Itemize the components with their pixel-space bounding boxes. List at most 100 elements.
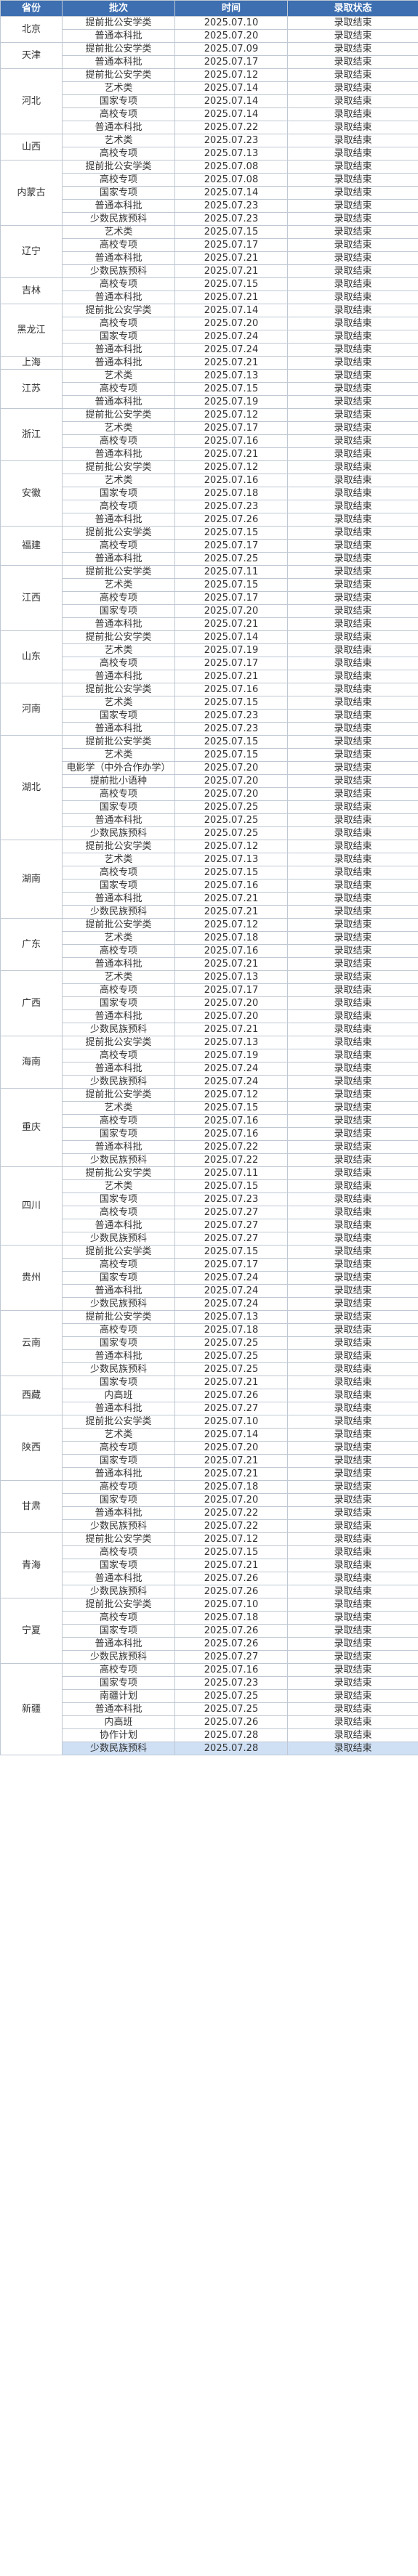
status-cell: 录取结束 bbox=[287, 317, 418, 330]
province-cell: 黑龙江 bbox=[0, 304, 63, 357]
date-cell: 2025.07.21 bbox=[174, 1559, 288, 1572]
table-row: 海南 提前批公安学类 2025.07.13 录取结束 bbox=[0, 1036, 418, 1089]
date-cell: 2025.07.17 bbox=[174, 55, 288, 69]
date-cell: 2025.07.17 bbox=[174, 591, 288, 605]
date-cell: 2025.07.09 bbox=[174, 42, 288, 56]
date-cell: 2025.07.15 bbox=[174, 382, 288, 396]
date-cell: 2025.07.15 bbox=[174, 225, 288, 239]
status-cell: 录取结束 bbox=[287, 1088, 418, 1102]
batch-cell: 国家专项 bbox=[62, 330, 175, 344]
batch-cell: 提前批公安学类 bbox=[62, 408, 175, 422]
batch-cell: 国家专项 bbox=[62, 1454, 175, 1468]
status-cell: 录取结束 bbox=[287, 395, 418, 409]
table-body: 北京 提前批公安学类 2025.07.10 录取结束 普通本科批 2025.07.20 录取… bbox=[0, 16, 418, 1755]
date-cell: 2025.07.20 bbox=[174, 1441, 288, 1455]
batch-cell: 少数民族预科 bbox=[62, 1023, 175, 1036]
batch-cell: 艺术类 bbox=[62, 1428, 175, 1442]
batch-cell: 提前批公安学类 bbox=[62, 683, 175, 696]
batch-cell: 国家专项 bbox=[62, 709, 175, 723]
status-cell: 录取结束 bbox=[287, 1715, 418, 1729]
status-cell: 录取结束 bbox=[287, 264, 418, 278]
batch-cell: 国家专项 bbox=[62, 879, 175, 893]
table-row: 国家专项 2025.07.24 录取结束 bbox=[1, 1271, 418, 1285]
status-cell: 录取结束 bbox=[287, 1402, 418, 1415]
province-cell: 云南 bbox=[0, 1310, 63, 1376]
date-cell: 2025.07.14 bbox=[174, 107, 288, 121]
status-cell: 录取结束 bbox=[287, 735, 418, 749]
status-cell: 录取结束 bbox=[287, 630, 418, 644]
date-cell: 2025.07.24 bbox=[174, 1284, 288, 1298]
date-cell: 2025.07.20 bbox=[174, 1493, 288, 1507]
batch-cell: 提前批公安学类 bbox=[62, 16, 175, 30]
table-row: 少数民族预科 2025.07.21 录取结束 bbox=[1, 264, 418, 278]
batch-cell: 协作计划 bbox=[62, 1728, 175, 1742]
batch-cell: 提前批公安学类 bbox=[62, 918, 175, 932]
date-cell: 2025.07.17 bbox=[174, 421, 288, 435]
date-cell: 2025.07.22 bbox=[174, 1140, 288, 1154]
table-row: 河南 提前批公安学类 2025.07.16 录取结束 bbox=[0, 683, 418, 736]
status-cell: 录取结束 bbox=[287, 617, 418, 631]
batch-cell: 普通本科批 bbox=[62, 1140, 175, 1154]
table-row: 国家专项 2025.07.14 录取结束 bbox=[1, 94, 418, 108]
table-row: 广西 艺术类 2025.07.13 录取结束 bbox=[0, 970, 418, 1036]
batch-cell: 高校专项 bbox=[62, 107, 175, 121]
table-row: 艺术类 2025.07.15 录取结束 bbox=[1, 748, 418, 762]
table-row: 普通本科批 2025.07.26 录取结束 bbox=[1, 1572, 418, 1585]
status-cell: 录取结束 bbox=[287, 774, 418, 788]
table-row: 西藏 国家专项 2025.07.21 录取结束 bbox=[0, 1376, 418, 1415]
status-cell: 录取结束 bbox=[287, 1532, 418, 1546]
table-row: 少数民族预科 2025.07.21 录取结束 bbox=[1, 905, 418, 919]
table-row: 普通本科批 2025.07.27 录取结束 bbox=[1, 1402, 418, 1415]
table-row: 艺术类 2025.07.13 录取结束 bbox=[1, 853, 418, 866]
batch-cell: 艺术类 bbox=[62, 421, 175, 435]
batch-cell: 普通本科批 bbox=[62, 199, 175, 213]
table-row: 高校专项 2025.07.17 录取结束 bbox=[1, 983, 418, 997]
batch-cell: 高校专项 bbox=[62, 983, 175, 997]
batch-cell: 国家专项 bbox=[62, 1192, 175, 1206]
province-cell: 青海 bbox=[0, 1532, 63, 1598]
batch-cell: 提前批公安学类 bbox=[62, 304, 175, 317]
batch-cell: 提前批公安学类 bbox=[62, 160, 175, 174]
province-cell: 浙江 bbox=[0, 408, 63, 461]
date-cell: 2025.07.26 bbox=[174, 1715, 288, 1729]
province-cell: 四川 bbox=[0, 1166, 63, 1246]
status-cell: 录取结束 bbox=[287, 905, 418, 919]
date-cell: 2025.07.15 bbox=[174, 1545, 288, 1559]
date-cell: 2025.07.21 bbox=[174, 957, 288, 971]
status-cell: 录取结束 bbox=[287, 147, 418, 161]
date-cell: 2025.07.21 bbox=[174, 617, 288, 631]
province-cell: 天津 bbox=[0, 42, 63, 69]
date-cell: 2025.07.23 bbox=[174, 500, 288, 513]
date-cell: 2025.07.13 bbox=[174, 1036, 288, 1049]
batch-cell: 提前批公安学类 bbox=[62, 735, 175, 749]
batch-cell: 少数民族预科 bbox=[62, 1232, 175, 1246]
batch-cell: 提前批公安学类 bbox=[62, 1166, 175, 1180]
batch-cell: 提前批公安学类 bbox=[62, 68, 175, 82]
table-row: 艺术类 2025.07.14 录取结束 bbox=[1, 81, 418, 95]
batch-cell: 国家专项 bbox=[62, 94, 175, 108]
batch-cell: 普通本科批 bbox=[62, 617, 175, 631]
date-cell: 2025.07.21 bbox=[174, 264, 288, 278]
status-cell: 录取结束 bbox=[287, 107, 418, 121]
table-row: 艺术类 2025.07.15 录取结束 bbox=[1, 696, 418, 710]
batch-cell: 高校专项 bbox=[62, 657, 175, 670]
status-cell: 录取结束 bbox=[287, 186, 418, 200]
status-cell: 录取结束 bbox=[287, 1219, 418, 1232]
table-row: 天津 提前批公安学类 2025.07.09 录取结束 bbox=[0, 42, 418, 69]
table-row: 高校专项 2025.07.15 录取结束 bbox=[1, 382, 418, 396]
date-cell: 2025.07.13 bbox=[174, 970, 288, 984]
status-cell: 录取结束 bbox=[287, 748, 418, 762]
date-cell: 2025.07.23 bbox=[174, 722, 288, 736]
batch-cell: 高校专项 bbox=[62, 147, 175, 161]
table-row: 国家专项 2025.07.23 录取结束 bbox=[1, 709, 418, 723]
table-row: 山西 艺术类 2025.07.23 录取结束 bbox=[0, 134, 418, 161]
table-row: 国家专项 2025.07.26 录取结束 bbox=[1, 1624, 418, 1638]
status-cell: 录取结束 bbox=[287, 683, 418, 696]
status-cell: 录取结束 bbox=[287, 173, 418, 187]
date-cell: 2025.07.15 bbox=[174, 748, 288, 762]
date-cell: 2025.07.21 bbox=[174, 905, 288, 919]
table-row: 高校专项 2025.07.20 录取结束 bbox=[1, 1441, 418, 1455]
status-cell: 录取结束 bbox=[287, 1376, 418, 1389]
status-cell: 录取结束 bbox=[287, 1166, 418, 1180]
batch-cell: 国家专项 bbox=[62, 800, 175, 814]
